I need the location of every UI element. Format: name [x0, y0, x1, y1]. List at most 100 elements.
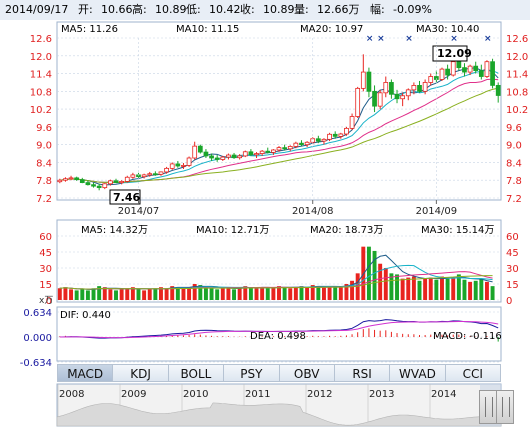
price-tick-right: 10.8 — [506, 87, 528, 98]
header-close: 10.89 — [263, 3, 295, 16]
candle — [68, 175, 74, 181]
candle — [467, 64, 473, 76]
header-high-label: 高: — [132, 2, 147, 16]
candle — [152, 171, 158, 176]
volume-tick-left: 30 — [39, 264, 52, 275]
volume-bar — [114, 290, 118, 300]
candle — [57, 178, 63, 184]
volume-bar — [333, 287, 338, 300]
volume-tick-left: 0 — [46, 296, 52, 307]
candle — [321, 138, 327, 145]
tab-wvad[interactable]: WVAD — [390, 364, 446, 382]
volume-bar — [417, 280, 422, 300]
tab-kdj[interactable]: KDJ — [113, 364, 169, 382]
volume-bar — [175, 287, 180, 300]
candle — [315, 135, 321, 144]
candle — [495, 82, 501, 103]
tab-psy[interactable]: PSY — [224, 364, 280, 382]
vol-ma30-legend: MA30: 15.14万 — [421, 225, 494, 236]
volume-bar — [74, 290, 79, 300]
volume-bar — [490, 286, 495, 300]
candle — [293, 141, 299, 149]
volume-bar — [80, 289, 85, 300]
candle — [332, 131, 338, 139]
vol-ma20-legend: MA20: 18.73万 — [310, 225, 383, 236]
tab-macd[interactable]: MACD — [57, 364, 114, 382]
date-tick-label: 2014/08 — [292, 206, 334, 217]
price-y-ticks-right: 12.6 12.0 11.4 10.8 10.2 9.6 9.0 8.4 7.8 7.2 — [506, 34, 528, 205]
volume-bar — [271, 287, 276, 300]
candle — [490, 58, 495, 89]
timeline-year-label: 2012 — [307, 389, 332, 400]
price-tick-left: 7.8 — [36, 176, 52, 187]
timeline-left-handle[interactable] — [479, 390, 497, 424]
volume-bar — [389, 273, 394, 300]
candle — [299, 140, 304, 147]
candle — [366, 67, 372, 98]
price-tick-left: 8.4 — [36, 158, 52, 169]
price-tick-left: 9.6 — [36, 123, 52, 134]
volume-bar — [97, 286, 102, 300]
price-tick-left: 12.0 — [30, 52, 52, 63]
volume-bar — [192, 284, 197, 300]
price-ma30-line — [59, 87, 499, 183]
volume-tick-right: 45 — [506, 248, 519, 259]
dea-line — [59, 320, 499, 339]
volume-bar — [181, 288, 186, 300]
candle — [214, 155, 220, 162]
candle — [231, 152, 237, 159]
volume-bar — [406, 277, 411, 300]
svg-text:7.46: 7.46 — [113, 191, 140, 204]
candle — [108, 179, 113, 186]
candle — [119, 180, 125, 185]
candle — [248, 149, 254, 156]
price-tick-right: 7.2 — [506, 194, 522, 205]
candle — [124, 175, 130, 183]
ma20-legend: MA20: 10.97 — [300, 24, 363, 35]
candle — [147, 171, 153, 177]
candle — [439, 67, 445, 81]
candle — [259, 150, 265, 156]
ma5-legend: MA5: 11.26 — [61, 24, 118, 35]
price-tick-right: 9.0 — [506, 141, 522, 152]
volume-tick-right: 15 — [506, 280, 519, 291]
header-date: 2014/09/17 — [5, 3, 68, 16]
timeline-right-handle[interactable] — [496, 390, 514, 424]
macd-tick-label: 0.634 — [23, 308, 52, 319]
event-marker: × — [377, 34, 385, 44]
candle — [377, 89, 383, 110]
volume-bar — [440, 276, 444, 300]
volume-bar — [395, 274, 399, 300]
volume-bar — [372, 250, 377, 300]
price-tick-left: 9.0 — [36, 141, 52, 152]
candle — [276, 146, 282, 152]
header-open: 10.66 — [101, 3, 133, 16]
candle — [197, 144, 203, 154]
volume-bar — [462, 279, 467, 300]
candle — [209, 153, 214, 161]
timeline-history-line — [56, 402, 502, 427]
tab-cci[interactable]: CCI — [445, 364, 501, 382]
candle — [287, 145, 293, 152]
candle — [405, 88, 411, 101]
tab-obv[interactable]: OBV — [279, 364, 335, 382]
volume-bar — [102, 287, 107, 300]
tab-rsi[interactable]: RSI — [334, 364, 391, 382]
timeline-year-label: 2008 — [59, 389, 84, 400]
candle — [344, 126, 349, 136]
price-tick-left: 10.8 — [30, 87, 52, 98]
candle — [237, 154, 243, 160]
volume-bar — [434, 279, 439, 300]
volume-tick-left: 45 — [39, 248, 52, 259]
volume-bar — [248, 287, 253, 300]
volume-bar — [400, 278, 405, 300]
candle — [141, 173, 147, 179]
volume-bar — [203, 287, 208, 300]
tab-boll[interactable]: BOLL — [168, 364, 225, 382]
volume-tick-left: 15 — [39, 280, 52, 291]
volume-bar — [63, 287, 68, 300]
price-tick-right: 8.4 — [506, 158, 522, 169]
date-axis: 2014/07 2014/08 2014/09 — [118, 38, 457, 217]
volume-bar — [142, 290, 147, 300]
